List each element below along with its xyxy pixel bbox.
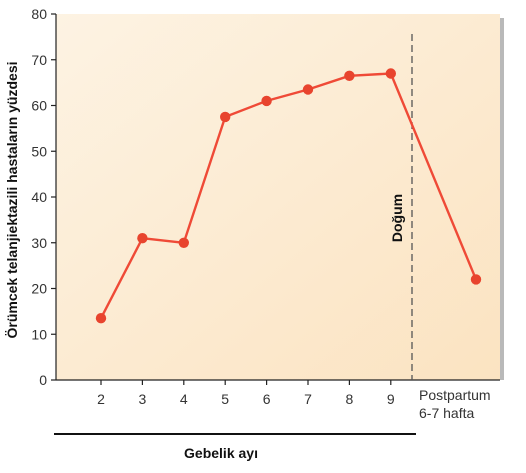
x-tick-label: 9: [387, 391, 395, 407]
data-point: [261, 95, 272, 107]
y-tick-label: 0: [39, 372, 47, 388]
x-tick-label: 7: [304, 391, 312, 407]
x-axis-title: Gebelik ayı: [184, 445, 258, 461]
y-tick-label: 50: [31, 143, 47, 159]
postpartum-label-line1: Postpartum: [419, 387, 491, 403]
y-axis: 0 10 20 30 40 50 60 70 80: [31, 6, 57, 388]
data-point: [137, 233, 148, 244]
y-tick-label: 80: [31, 6, 47, 22]
y-tick-label: 10: [31, 326, 47, 342]
x-tick-label: 4: [180, 391, 188, 407]
y-axis-title: Örümcek telanjiektazili hastaların yüzde…: [4, 62, 20, 339]
y-tick-label: 40: [31, 189, 47, 205]
series-layer: [95, 68, 482, 324]
x-tick-label: 2: [97, 391, 105, 407]
data-point: [95, 313, 107, 324]
y-tick-label: 60: [31, 98, 47, 114]
data-point: [220, 111, 231, 123]
data-point: [470, 274, 482, 285]
x-tick-label: 5: [221, 391, 229, 407]
x-tick-label: 3: [139, 391, 147, 407]
postpartum-label-line2: 6-7 hafta: [419, 405, 474, 421]
x-tick-label: 8: [346, 391, 354, 407]
x-axis: 2 3 4 5 6 7 8 9: [56, 379, 500, 407]
x-tick-label: 6: [263, 391, 271, 407]
plot-area: [56, 14, 500, 380]
birth-annotation: Doğum: [389, 194, 405, 242]
y-tick-label: 20: [31, 281, 47, 297]
data-point: [178, 237, 189, 248]
y-tick-label: 70: [31, 52, 47, 68]
y-tick-label: 30: [31, 235, 47, 251]
data-point: [344, 70, 355, 82]
data-point: [385, 68, 396, 79]
data-point: [302, 84, 314, 95]
